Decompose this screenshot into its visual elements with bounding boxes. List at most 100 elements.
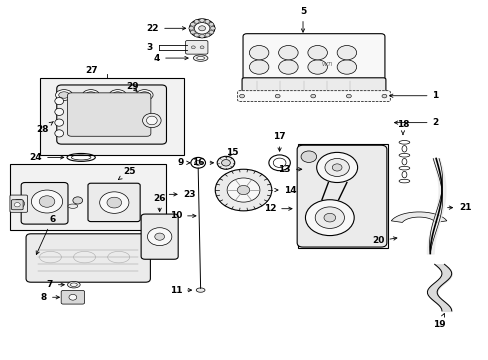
- Circle shape: [226, 178, 260, 202]
- FancyBboxPatch shape: [297, 145, 386, 247]
- Circle shape: [324, 213, 335, 222]
- Circle shape: [14, 203, 20, 207]
- Ellipse shape: [193, 55, 207, 61]
- Circle shape: [208, 23, 213, 26]
- Ellipse shape: [56, 90, 73, 100]
- FancyBboxPatch shape: [61, 291, 84, 304]
- Circle shape: [331, 164, 341, 171]
- Text: 8: 8: [41, 293, 59, 302]
- Ellipse shape: [70, 283, 77, 287]
- Text: 19: 19: [432, 314, 445, 329]
- Circle shape: [155, 233, 164, 240]
- Circle shape: [325, 158, 348, 176]
- Circle shape: [305, 200, 353, 235]
- Circle shape: [217, 156, 234, 169]
- FancyBboxPatch shape: [57, 85, 166, 144]
- Bar: [40, 78, 183, 155]
- Polygon shape: [390, 212, 446, 222]
- Circle shape: [249, 45, 268, 60]
- Circle shape: [336, 60, 356, 74]
- Circle shape: [190, 23, 195, 26]
- Text: 27: 27: [85, 67, 98, 76]
- Ellipse shape: [55, 108, 63, 116]
- Ellipse shape: [139, 92, 150, 98]
- Circle shape: [204, 20, 209, 23]
- Text: 9: 9: [177, 158, 189, 167]
- Circle shape: [190, 31, 195, 34]
- Ellipse shape: [196, 57, 204, 60]
- Circle shape: [381, 94, 386, 98]
- Circle shape: [198, 26, 205, 31]
- Circle shape: [278, 45, 298, 60]
- Circle shape: [107, 197, 122, 208]
- Ellipse shape: [67, 282, 80, 288]
- Circle shape: [147, 228, 171, 246]
- Text: 13: 13: [278, 165, 301, 174]
- FancyBboxPatch shape: [21, 183, 68, 224]
- Circle shape: [208, 31, 213, 34]
- FancyBboxPatch shape: [243, 34, 384, 82]
- Text: 7: 7: [46, 280, 64, 289]
- Bar: [10, 164, 166, 230]
- Ellipse shape: [109, 90, 126, 100]
- Ellipse shape: [196, 288, 204, 292]
- Circle shape: [73, 197, 82, 204]
- Circle shape: [237, 185, 249, 195]
- FancyBboxPatch shape: [242, 78, 385, 94]
- Text: 29: 29: [126, 82, 139, 91]
- Text: 6: 6: [36, 215, 55, 255]
- FancyBboxPatch shape: [237, 91, 389, 102]
- Circle shape: [189, 19, 214, 38]
- Text: 26: 26: [153, 194, 165, 211]
- FancyBboxPatch shape: [185, 41, 207, 54]
- FancyBboxPatch shape: [67, 93, 151, 136]
- FancyBboxPatch shape: [141, 214, 178, 259]
- Circle shape: [199, 19, 204, 22]
- Circle shape: [249, 60, 268, 74]
- Circle shape: [204, 33, 209, 37]
- Bar: [298, 144, 387, 248]
- Ellipse shape: [146, 116, 157, 125]
- Text: VVTI: VVTI: [321, 62, 332, 67]
- Text: 4: 4: [153, 54, 188, 63]
- Text: 14: 14: [274, 185, 297, 194]
- Ellipse shape: [85, 92, 96, 98]
- Circle shape: [210, 27, 215, 30]
- Circle shape: [188, 27, 193, 30]
- Circle shape: [278, 60, 298, 74]
- Text: 23: 23: [169, 190, 196, 199]
- Text: 20: 20: [371, 237, 396, 246]
- Text: 17: 17: [273, 132, 285, 151]
- Text: 25: 25: [118, 167, 136, 180]
- Circle shape: [275, 94, 280, 98]
- Text: 2: 2: [394, 118, 438, 127]
- Circle shape: [316, 152, 357, 183]
- Ellipse shape: [59, 92, 69, 98]
- Circle shape: [13, 199, 24, 208]
- Ellipse shape: [82, 90, 99, 100]
- Circle shape: [215, 169, 271, 211]
- FancyBboxPatch shape: [10, 195, 27, 212]
- Text: 10: 10: [169, 211, 196, 220]
- Circle shape: [100, 192, 129, 213]
- Text: 16: 16: [192, 158, 213, 167]
- Circle shape: [315, 207, 344, 228]
- Circle shape: [221, 159, 230, 166]
- Circle shape: [200, 46, 203, 49]
- Text: 11: 11: [169, 285, 191, 294]
- Text: 12: 12: [263, 204, 291, 213]
- Text: 3: 3: [146, 43, 152, 52]
- Circle shape: [31, 190, 62, 213]
- Text: 21: 21: [447, 203, 470, 212]
- Ellipse shape: [55, 98, 63, 105]
- Ellipse shape: [55, 119, 63, 126]
- Text: 15: 15: [225, 148, 238, 157]
- Circle shape: [346, 94, 350, 98]
- Circle shape: [194, 20, 199, 23]
- FancyBboxPatch shape: [26, 234, 150, 282]
- FancyBboxPatch shape: [11, 200, 23, 210]
- Text: 28: 28: [36, 122, 53, 134]
- Text: 22: 22: [146, 24, 185, 33]
- Ellipse shape: [136, 90, 153, 100]
- Circle shape: [307, 45, 327, 60]
